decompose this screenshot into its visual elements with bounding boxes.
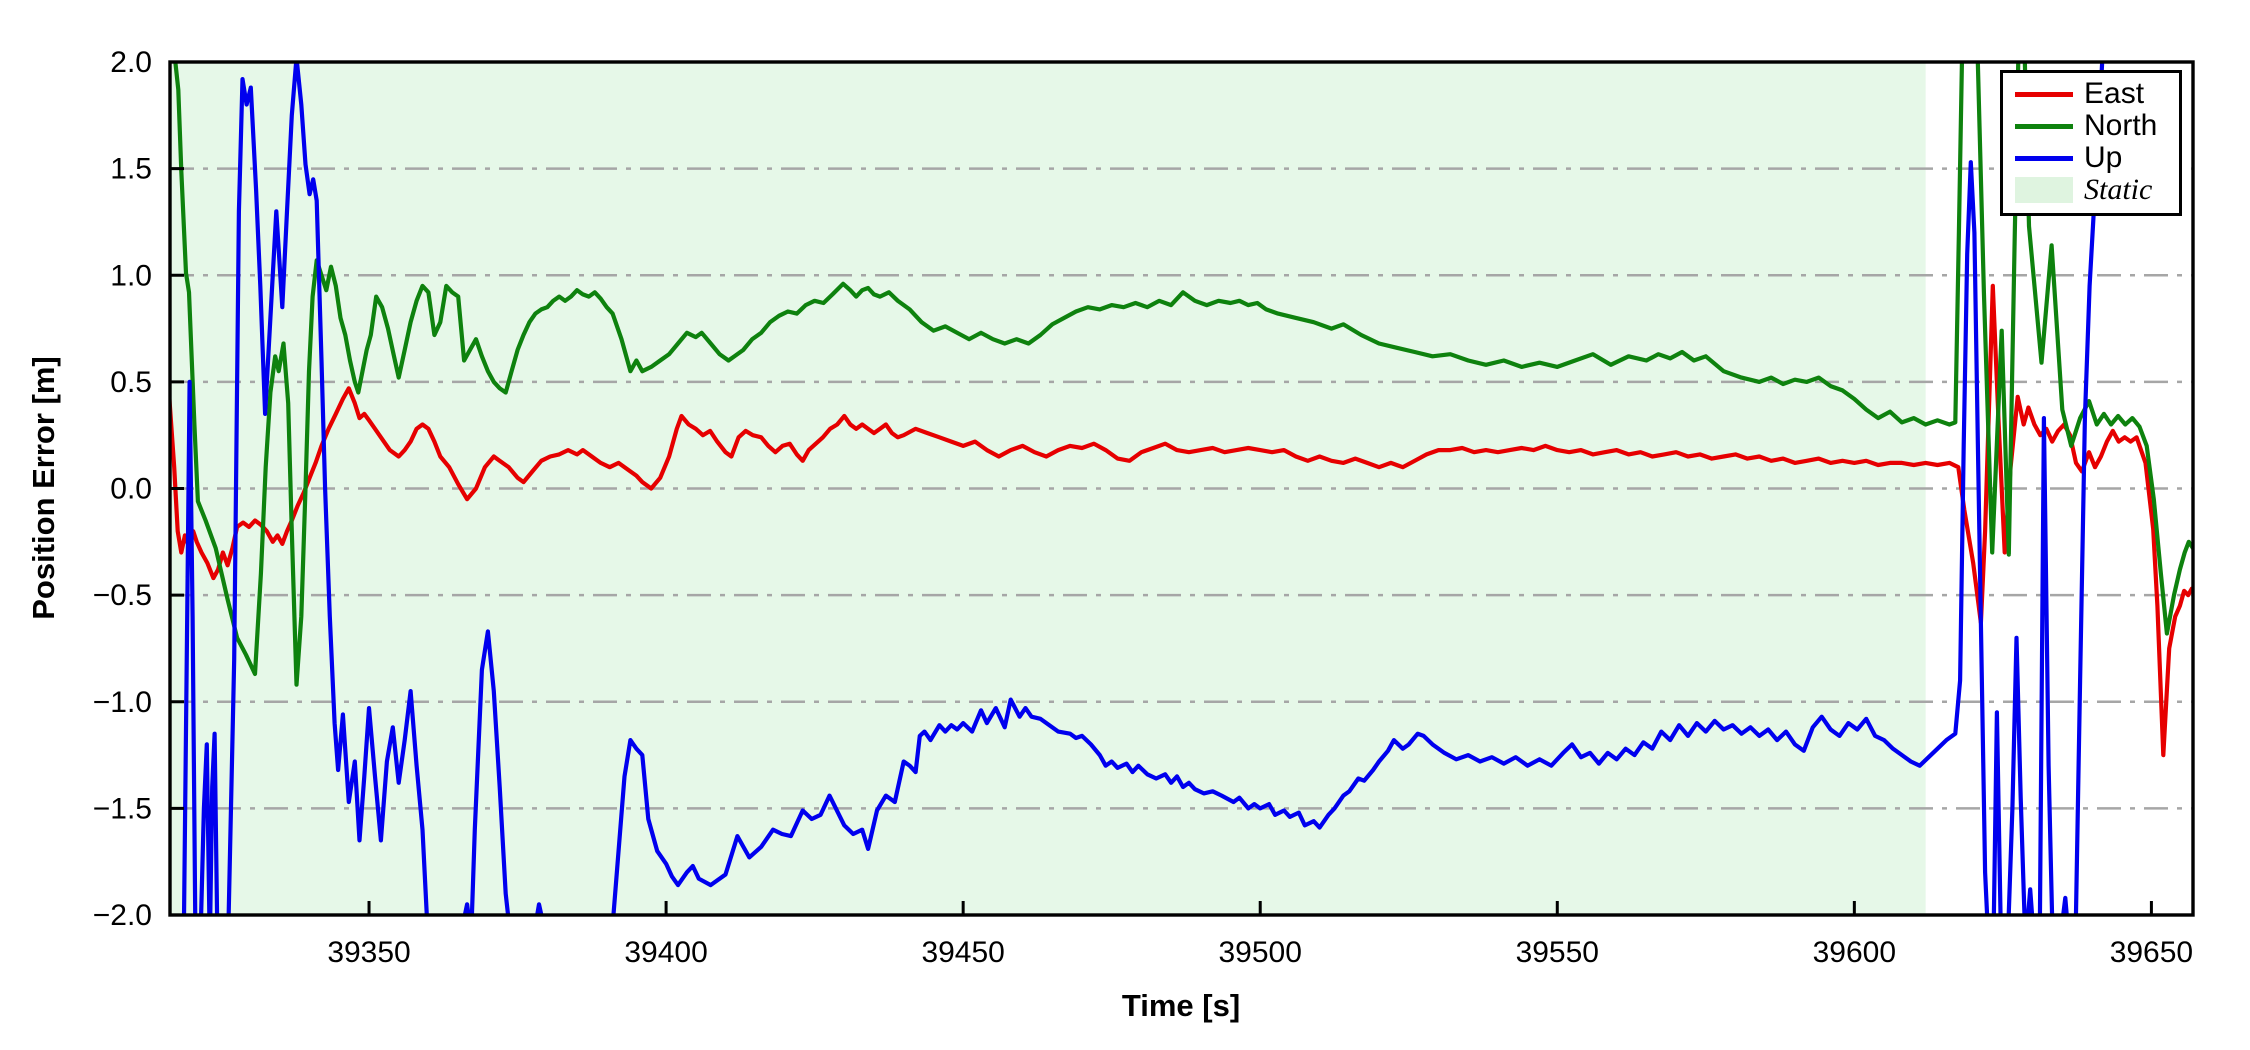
x-tick-label: 39600 xyxy=(1813,936,1896,969)
up-line-sample xyxy=(2015,155,2073,161)
series-line-north xyxy=(173,62,2193,687)
legend-label-north: North xyxy=(2084,109,2158,142)
x-tick-label: 39400 xyxy=(624,936,707,969)
legend-item-east: East xyxy=(2015,78,2169,110)
y-tick-label: 0.5 xyxy=(110,366,152,399)
x-tick-label: 39350 xyxy=(327,936,410,969)
series-line-up xyxy=(181,62,2105,915)
x-tick-label: 39500 xyxy=(1219,936,1302,969)
y-tick-label: −0.5 xyxy=(93,579,152,612)
legend-item-static: Static xyxy=(2015,174,2169,206)
legend: East North Up Static xyxy=(2000,70,2182,216)
y-tick-label: −1.5 xyxy=(93,792,152,825)
axis-ticks xyxy=(170,60,2153,917)
y-axis-label: Position Error [m] xyxy=(26,356,61,620)
x-tick-label: 39550 xyxy=(1516,936,1599,969)
y-tick-label: −2.0 xyxy=(93,899,152,932)
legend-label-static: Static xyxy=(2084,173,2153,206)
north-line-sample xyxy=(2015,123,2073,129)
legend-label-up: Up xyxy=(2084,141,2123,174)
y-tick-label: 2.0 xyxy=(110,46,152,79)
y-tick-label: 1.0 xyxy=(110,259,152,292)
x-tick-label: 39450 xyxy=(921,936,1004,969)
legend-item-north: North xyxy=(2015,110,2169,142)
data-series xyxy=(170,62,2193,915)
legend-item-up: Up xyxy=(2015,142,2169,174)
y-tick-label: 1.5 xyxy=(110,153,152,186)
x-tick-label: 39650 xyxy=(2110,936,2193,969)
east-line-sample xyxy=(2015,91,2073,97)
y-tick-label: 0.0 xyxy=(110,473,152,506)
y-tick-label: −1.0 xyxy=(93,686,152,719)
legend-label-east: East xyxy=(2084,77,2145,110)
static-region-sample xyxy=(2015,177,2073,203)
series-line-east xyxy=(170,283,2193,758)
tick-labels: 39350 39400 39450 39500 39550 39600 39650 2.0 1.… xyxy=(93,46,2193,969)
x-axis-label: Time [s] xyxy=(1121,988,1241,1023)
